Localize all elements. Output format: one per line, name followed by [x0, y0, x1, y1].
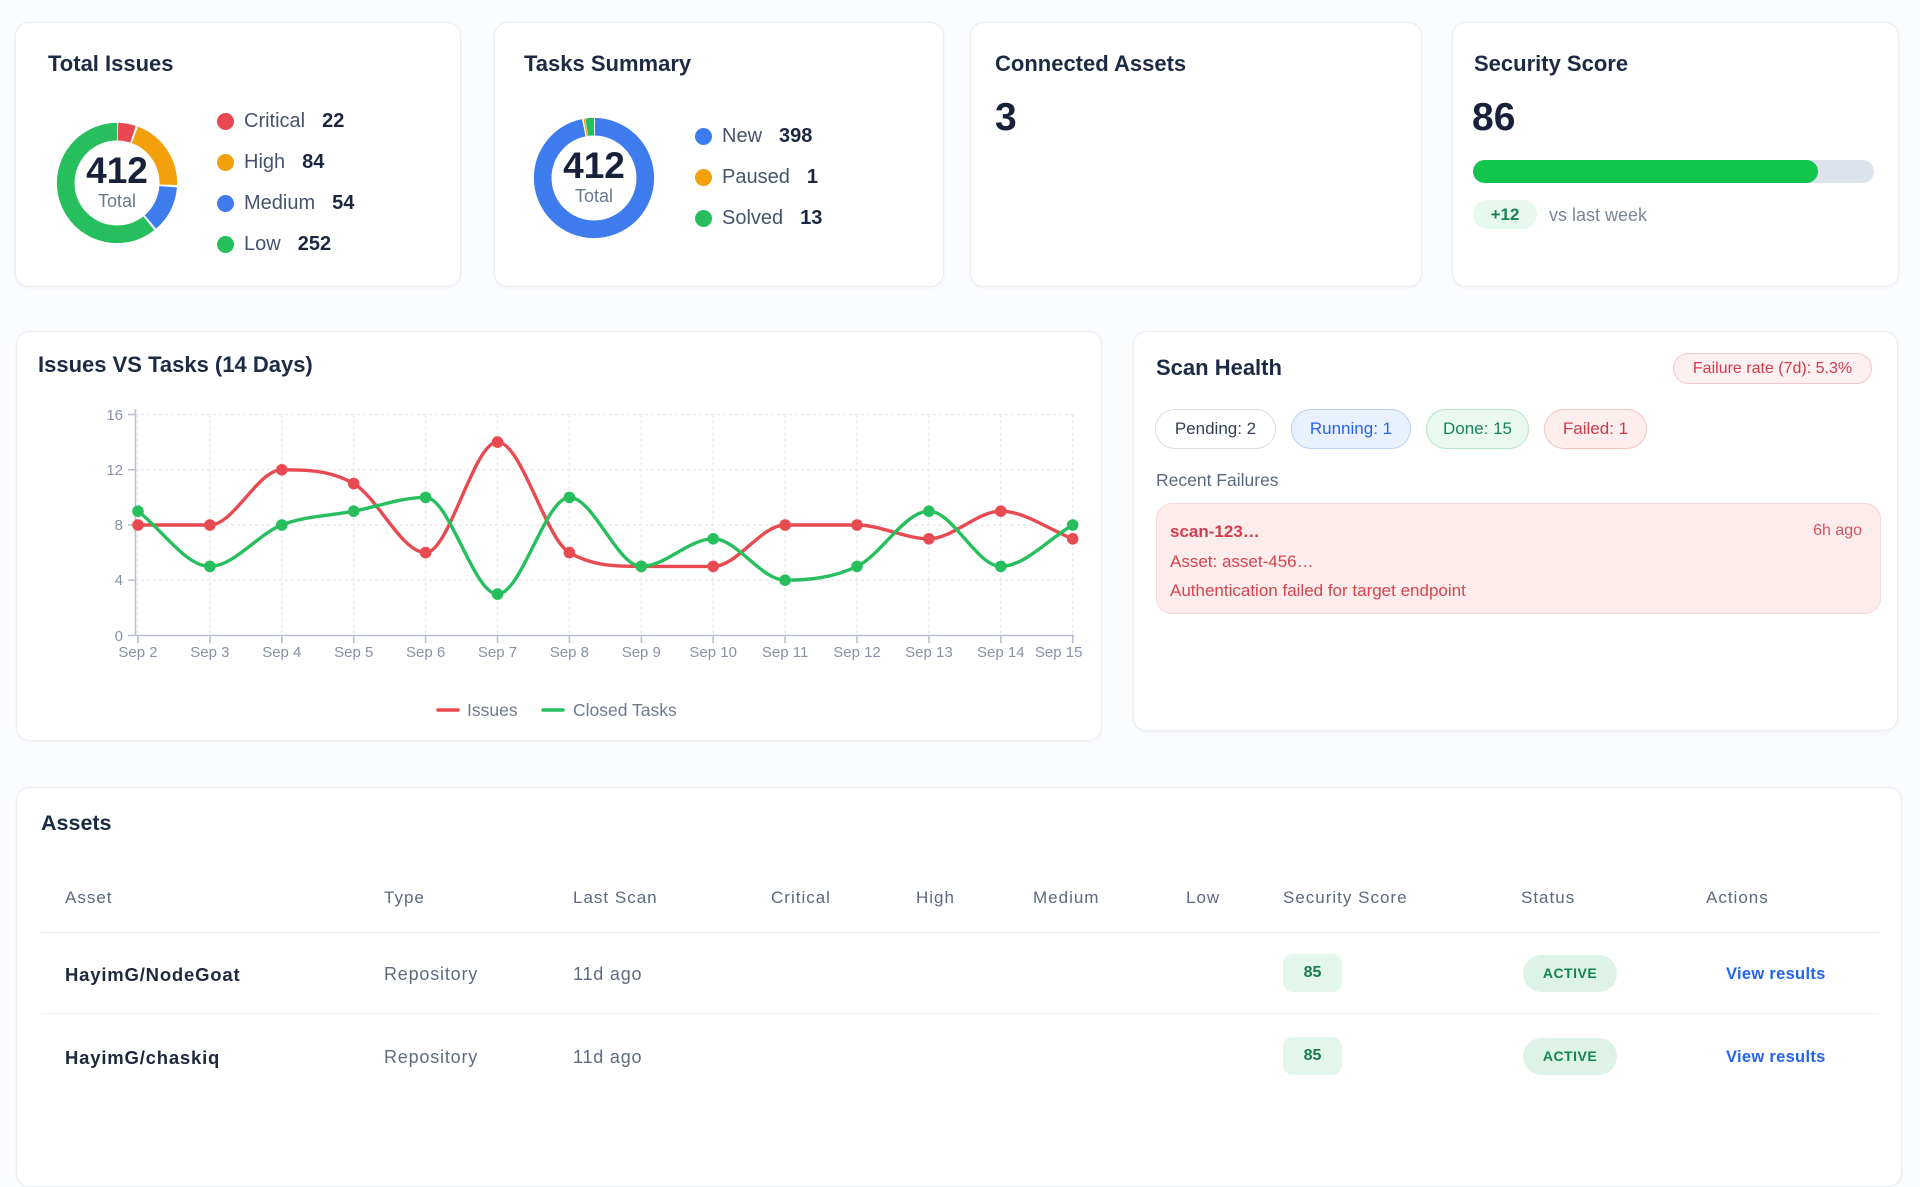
svg-text:8: 8 [115, 517, 123, 534]
svg-text:Sep 3: Sep 3 [190, 644, 229, 661]
svg-text:Sep 13: Sep 13 [905, 644, 953, 661]
svg-text:Sep 8: Sep 8 [550, 644, 589, 661]
svg-text:16: 16 [106, 407, 123, 424]
svg-text:0: 0 [115, 628, 123, 645]
svg-text:Sep 12: Sep 12 [833, 644, 881, 661]
svg-text:Sep 14: Sep 14 [977, 644, 1025, 661]
svg-text:Sep 15: Sep 15 [1035, 644, 1083, 661]
svg-text:Sep 11: Sep 11 [762, 644, 808, 661]
svg-text:Issues: Issues [467, 700, 518, 720]
svg-text:Sep 5: Sep 5 [334, 644, 373, 661]
svg-text:4: 4 [115, 572, 123, 589]
svg-text:Sep 7: Sep 7 [478, 644, 517, 661]
svg-text:Sep 4: Sep 4 [262, 644, 301, 661]
svg-text:Sep 6: Sep 6 [406, 644, 445, 661]
svg-text:Sep 9: Sep 9 [622, 644, 661, 661]
svg-text:12: 12 [106, 462, 123, 479]
svg-text:Closed Tasks: Closed Tasks [573, 700, 677, 720]
svg-text:Sep 2: Sep 2 [118, 644, 157, 661]
svg-text:Sep 10: Sep 10 [689, 644, 737, 661]
